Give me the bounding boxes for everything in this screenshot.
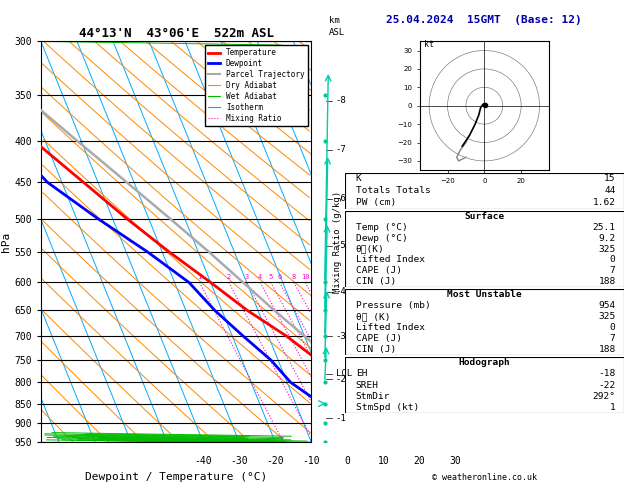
- Text: Lifted Index: Lifted Index: [356, 323, 425, 332]
- Text: 5: 5: [269, 275, 273, 280]
- Text: CIN (J): CIN (J): [356, 277, 396, 286]
- Text: 20: 20: [414, 456, 425, 466]
- Text: -4: -4: [336, 287, 347, 296]
- Text: ASL: ASL: [329, 28, 345, 37]
- Text: 292°: 292°: [593, 392, 616, 401]
- Text: 10: 10: [377, 456, 389, 466]
- Text: 188: 188: [598, 345, 616, 354]
- Text: LCL: LCL: [336, 369, 352, 378]
- Legend: Temperature, Dewpoint, Parcel Trajectory, Dry Adiabat, Wet Adiabat, Isotherm, Mi: Temperature, Dewpoint, Parcel Trajectory…: [205, 45, 308, 126]
- Text: 6: 6: [277, 275, 282, 280]
- Text: Totals Totals: Totals Totals: [356, 186, 431, 195]
- Text: 2: 2: [226, 275, 231, 280]
- Text: Temp (°C): Temp (°C): [356, 223, 408, 232]
- Text: Dewp (°C): Dewp (°C): [356, 234, 408, 243]
- Text: SREH: SREH: [356, 381, 379, 390]
- Text: 1: 1: [610, 403, 616, 412]
- Text: 1.62: 1.62: [593, 198, 616, 208]
- Text: Mixing Ratio (g/kg): Mixing Ratio (g/kg): [333, 191, 342, 293]
- Text: 7: 7: [610, 334, 616, 343]
- Text: 10: 10: [301, 275, 309, 280]
- Text: EH: EH: [356, 369, 367, 379]
- Text: 25.04.2024  15GMT  (Base: 12): 25.04.2024 15GMT (Base: 12): [386, 15, 582, 25]
- Text: K: K: [356, 174, 362, 183]
- Y-axis label: hPa: hPa: [1, 232, 11, 252]
- Text: 0: 0: [610, 255, 616, 264]
- Text: 4: 4: [258, 275, 262, 280]
- Text: Dewpoint / Temperature (°C): Dewpoint / Temperature (°C): [85, 472, 267, 482]
- Text: CIN (J): CIN (J): [356, 345, 396, 354]
- Text: -10: -10: [303, 456, 320, 466]
- Text: -6: -6: [336, 194, 347, 204]
- Text: kt: kt: [423, 40, 433, 49]
- Text: θᴄ (K): θᴄ (K): [356, 312, 391, 321]
- Text: 9.2: 9.2: [598, 234, 616, 243]
- Text: 7: 7: [610, 266, 616, 275]
- Text: StmDir: StmDir: [356, 392, 391, 401]
- Text: Pressure (mb): Pressure (mb): [356, 301, 431, 310]
- Text: PW (cm): PW (cm): [356, 198, 396, 208]
- Text: -40: -40: [194, 456, 212, 466]
- Text: 0: 0: [345, 456, 350, 466]
- Text: -18: -18: [598, 369, 616, 379]
- Text: km: km: [329, 16, 340, 25]
- Text: Surface: Surface: [464, 212, 504, 221]
- Text: -30: -30: [230, 456, 248, 466]
- Text: Hodograph: Hodograph: [459, 358, 510, 367]
- Text: -5: -5: [336, 241, 347, 250]
- Text: 325: 325: [598, 312, 616, 321]
- Text: 25.1: 25.1: [593, 223, 616, 232]
- Text: -2: -2: [336, 375, 347, 384]
- Text: CAPE (J): CAPE (J): [356, 266, 402, 275]
- Text: Lifted Index: Lifted Index: [356, 255, 425, 264]
- Text: 3: 3: [245, 275, 249, 280]
- Text: -1: -1: [336, 414, 347, 423]
- Text: 30: 30: [450, 456, 462, 466]
- Text: 1: 1: [198, 275, 202, 280]
- Text: -7: -7: [336, 145, 347, 155]
- Title: 44°13'N  43°06'E  522m ASL: 44°13'N 43°06'E 522m ASL: [79, 27, 274, 40]
- Text: -3: -3: [336, 331, 347, 341]
- Text: 44: 44: [604, 186, 616, 195]
- Text: 15: 15: [604, 174, 616, 183]
- Text: CAPE (J): CAPE (J): [356, 334, 402, 343]
- Text: 954: 954: [598, 301, 616, 310]
- Text: 188: 188: [598, 277, 616, 286]
- Text: θᴄ(K): θᴄ(K): [356, 244, 384, 254]
- Text: -20: -20: [267, 456, 284, 466]
- Text: 0: 0: [610, 323, 616, 332]
- Text: 325: 325: [598, 244, 616, 254]
- Text: © weatheronline.co.uk: © weatheronline.co.uk: [432, 473, 537, 482]
- Text: -22: -22: [598, 381, 616, 390]
- Text: Most Unstable: Most Unstable: [447, 290, 521, 299]
- Text: 8: 8: [292, 275, 296, 280]
- Text: StmSpd (kt): StmSpd (kt): [356, 403, 419, 412]
- Text: -8: -8: [336, 96, 347, 105]
